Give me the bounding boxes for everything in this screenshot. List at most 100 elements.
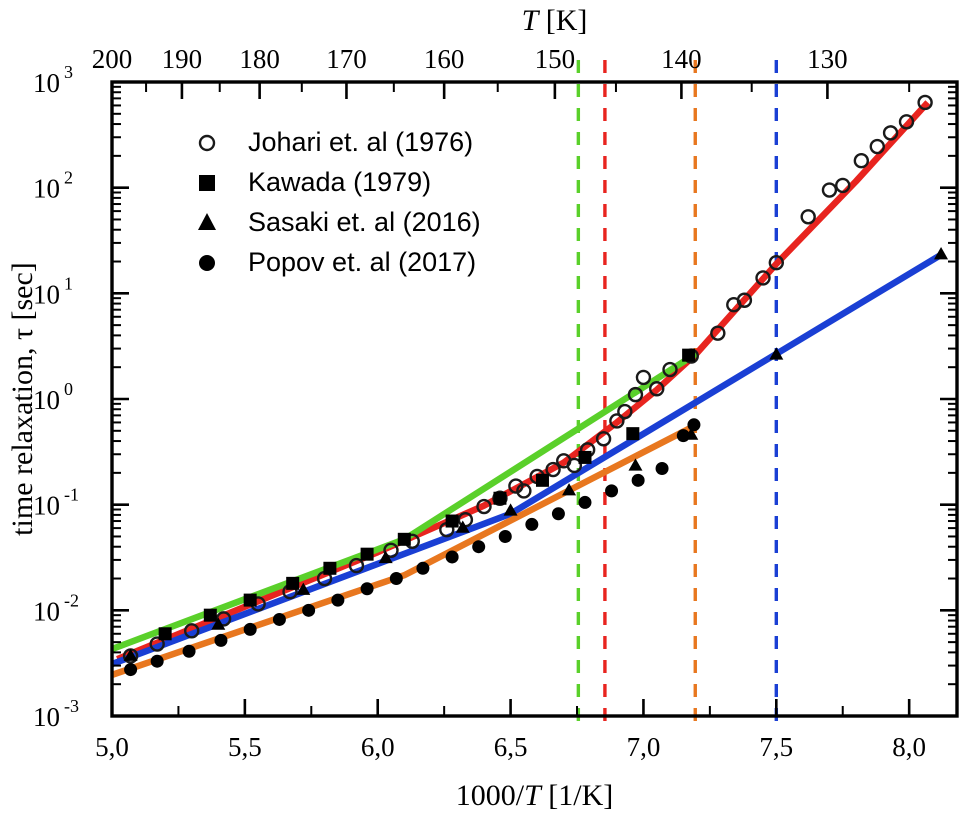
top-tick-label: 180 (239, 44, 280, 74)
data-point-johari (627, 386, 644, 403)
legend-item-kawada[interactable]: Kawada (1979) (199, 167, 431, 197)
data-point-sasaki (296, 582, 311, 595)
y-tick-label-base: 10 (33, 279, 60, 309)
data-point-johari (617, 403, 633, 420)
top-tick-label: 150 (535, 44, 576, 74)
y-tick-label-exponent: -1 (64, 485, 79, 505)
x-tick-label: 5,0 (95, 732, 129, 762)
data-point-johari (821, 182, 838, 198)
top-axis-title: T [K] (522, 4, 588, 37)
data-point-johari (662, 361, 678, 378)
y-tick-label-exponent: -2 (64, 590, 79, 610)
data-point-kawada (493, 491, 507, 505)
data-point-popov (472, 540, 486, 554)
data-point-popov (578, 495, 592, 509)
y-axis-title: time relaxation, τ [sec] (6, 262, 39, 536)
fit-lines (110, 100, 946, 678)
data-point-popov (243, 622, 257, 636)
data-series-kawada (158, 348, 696, 641)
y-tick-label-base: 10 (33, 596, 60, 626)
data-point-kawada (360, 547, 374, 561)
data-point-kawada (286, 576, 300, 590)
y-tick-label-base: 10 (33, 385, 60, 415)
data-point-kawada (323, 561, 337, 575)
data-series-popov (124, 418, 701, 677)
data-point-johari (566, 457, 583, 474)
top-axis-ticks: 200 190 180 170 160 150 140 130 (92, 44, 911, 99)
data-point-johari (736, 292, 753, 308)
data-point-sasaki (455, 520, 470, 533)
data-series-sasaki (123, 246, 949, 661)
data-point-johari (383, 542, 399, 558)
legend-marker-filled-triangle (198, 213, 216, 230)
y-tick-label-base: 10 (33, 68, 60, 98)
data-point-johari (869, 138, 885, 155)
y-tick-label-exponent: 0 (64, 379, 73, 399)
chart-legend: Johari et. al (1976) Kawada (1979) Sasaki … (198, 127, 481, 277)
data-point-johari (853, 152, 870, 169)
data-series-johari (122, 94, 933, 664)
data-point-popov (631, 473, 645, 487)
data-point-sasaki (123, 648, 138, 661)
x-tick-label: 5,5 (228, 732, 262, 762)
data-point-johari (184, 623, 200, 639)
data-point-johari (710, 325, 726, 341)
data-point-johari (516, 483, 532, 499)
data-point-popov (445, 550, 459, 564)
y-tick-label-base: 10 (33, 491, 60, 521)
legend-label: Popov et. al (2017) (248, 247, 476, 277)
data-point-johari (768, 254, 785, 271)
data-point-johari (545, 461, 561, 478)
data-point-popov (416, 561, 430, 575)
data-point-sasaki (211, 617, 226, 630)
data-point-popov (302, 603, 316, 617)
data-point-johari (917, 94, 933, 111)
top-tick-label: 200 (92, 44, 133, 74)
x-tick-label: 6,0 (361, 732, 395, 762)
data-point-popov (214, 633, 228, 647)
data-point-sasaki (562, 483, 577, 496)
data-point-popov (182, 644, 196, 658)
x-tick-label: 8,0 (892, 732, 926, 762)
data-point-popov (551, 507, 565, 521)
y-tick-label-base: 10 (33, 174, 60, 204)
data-point-sasaki (503, 503, 518, 516)
data-point-johari (215, 611, 232, 627)
x-axis-title: 1000/T [1/K] (456, 779, 614, 812)
data-point-kawada (682, 348, 696, 362)
legend-item-johari[interactable]: Johari et. al (1976) (198, 127, 473, 157)
legend-label: Kawada (1979) (248, 167, 431, 197)
data-point-johari (800, 209, 816, 225)
data-point-kawada (626, 427, 640, 441)
y-tick-label-exponent: 2 (64, 168, 73, 188)
y-tick-label-exponent: 1 (64, 273, 73, 293)
vertical-marker-lines (576, 60, 779, 732)
data-point-popov (360, 582, 374, 596)
data-point-sasaki (934, 246, 949, 260)
legend-item-popov[interactable]: Popov et. al (2017) (199, 247, 476, 277)
data-point-sasaki (769, 347, 784, 360)
data-point-popov (272, 612, 286, 626)
data-point-popov (687, 418, 701, 432)
data-point-johari (149, 636, 165, 652)
x-axis-ticks: 5,0 5,5 6,0 6,5 7,0 7,5 8,0 (95, 699, 926, 762)
data-point-johari (649, 381, 665, 397)
data-point-sasaki (628, 458, 643, 471)
top-tick-label: 160 (424, 44, 465, 74)
data-point-kawada (158, 627, 172, 641)
data-point-kawada (445, 514, 459, 528)
legend-marker-open-circle (198, 134, 216, 152)
axis-titles: T [K] 1000/T [1/K] time relaxation, τ [sec… (6, 4, 613, 812)
y-tick-label-exponent: 3 (64, 62, 73, 82)
fit-line-johari-fit (116, 100, 931, 663)
data-point-popov (498, 529, 512, 543)
data-point-kawada (203, 608, 217, 622)
legend-item-sasaki[interactable]: Sasaki et. al (2016) (198, 207, 481, 237)
legend-marker-filled-square (199, 175, 215, 191)
data-point-johari (882, 125, 899, 141)
data-point-johari (508, 478, 524, 494)
data-point-johari (609, 413, 625, 429)
data-point-popov (525, 517, 539, 531)
